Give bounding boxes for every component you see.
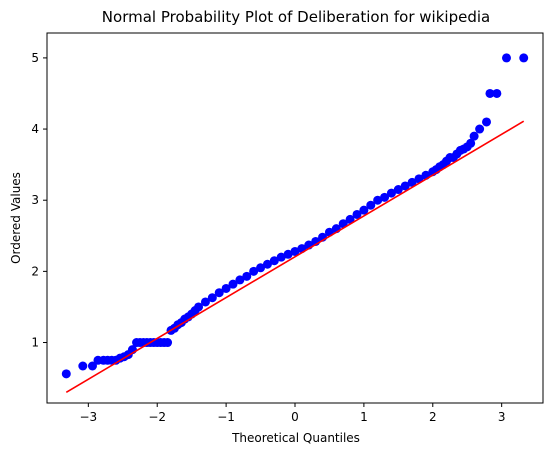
x-axis: −3 −2 −1 0 1 2 3 <box>79 403 505 424</box>
fit-line-layer <box>65 120 525 394</box>
data-point <box>87 361 97 371</box>
data-point <box>485 88 495 98</box>
data-point <box>242 271 252 281</box>
x-tick-label: −1 <box>217 410 235 424</box>
data-point <box>366 200 376 210</box>
y-tick-label: 4 <box>31 122 39 136</box>
y-tick-label: 3 <box>31 193 39 207</box>
data-point <box>283 249 293 259</box>
y-axis-label: Ordered Values <box>9 172 23 264</box>
data-point <box>380 192 390 202</box>
data-point <box>482 117 492 127</box>
data-point <box>475 124 485 134</box>
data-point <box>214 288 224 298</box>
data-point <box>359 205 369 215</box>
data-point <box>78 361 88 371</box>
y-axis: 1 2 3 4 5 <box>31 51 47 350</box>
y-tick-label: 1 <box>31 336 39 350</box>
data-point <box>352 209 362 219</box>
data-point <box>61 369 71 379</box>
data-point <box>393 185 403 195</box>
data-point <box>345 214 355 224</box>
data-point <box>276 252 286 262</box>
x-axis-label: Theoretical Quantiles <box>231 431 360 445</box>
data-point <box>262 259 272 269</box>
data-point <box>519 53 529 63</box>
x-tick-label: −3 <box>79 410 97 424</box>
data-point <box>407 177 417 187</box>
data-point <box>249 266 259 276</box>
data-point <box>466 138 476 148</box>
x-tick-label: 3 <box>498 410 506 424</box>
chart-title: Normal Probability Plot of Deliberation … <box>102 8 490 26</box>
y-tick-label: 2 <box>31 264 39 278</box>
data-point <box>256 263 266 273</box>
data-point <box>194 302 204 312</box>
data-point <box>235 275 245 285</box>
data-point <box>207 293 217 303</box>
data-points <box>61 53 529 379</box>
data-point <box>469 131 479 141</box>
fit-line <box>65 120 525 394</box>
data-point <box>501 53 511 63</box>
x-tick-label: −2 <box>148 410 166 424</box>
data-point <box>221 283 231 293</box>
data-point <box>163 338 173 348</box>
x-tick-label: 2 <box>429 410 437 424</box>
plot-frame <box>46 32 544 404</box>
data-point <box>228 279 238 289</box>
data-point <box>269 256 279 266</box>
data-point <box>400 181 410 191</box>
data-point <box>373 195 383 205</box>
x-tick-label: 0 <box>291 410 299 424</box>
y-tick-label: 5 <box>31 51 39 65</box>
data-point <box>290 246 300 256</box>
x-tick-label: 1 <box>360 410 368 424</box>
data-point <box>200 297 210 307</box>
data-point <box>386 188 396 198</box>
data-point <box>492 88 502 98</box>
